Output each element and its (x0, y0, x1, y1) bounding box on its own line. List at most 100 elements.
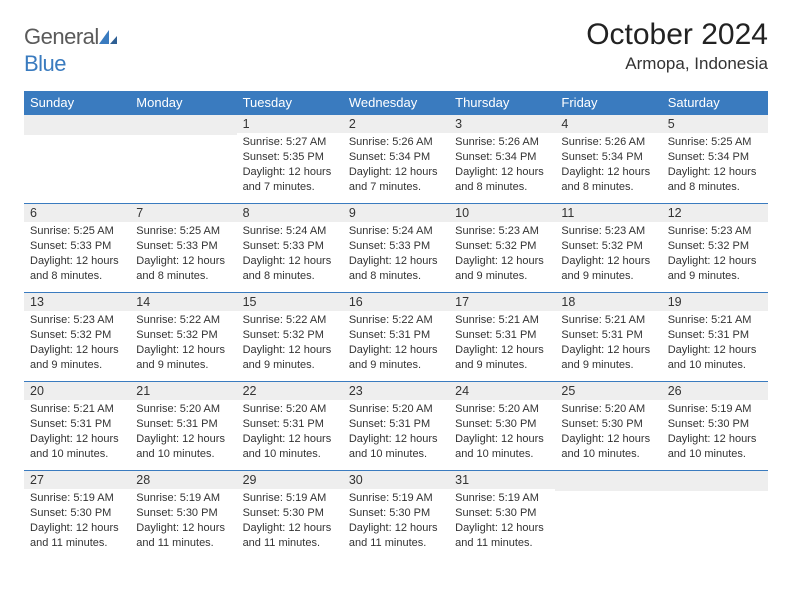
day-cell: 28Sunrise: 5:19 AMSunset: 5:30 PMDayligh… (130, 471, 236, 559)
calendar-cell: 6Sunrise: 5:25 AMSunset: 5:33 PMDaylight… (24, 204, 130, 293)
calendar-cell: 25Sunrise: 5:20 AMSunset: 5:30 PMDayligh… (555, 382, 661, 471)
daylight-line1: Daylight: 12 hours (561, 254, 655, 269)
sunrise-text: Sunrise: 5:19 AM (349, 491, 443, 506)
sunset-text: Sunset: 5:34 PM (349, 150, 443, 165)
logo-word-general: General (24, 24, 99, 49)
sunset-text: Sunset: 5:35 PM (243, 150, 337, 165)
calendar-cell: 30Sunrise: 5:19 AMSunset: 5:30 PMDayligh… (343, 471, 449, 560)
empty-daynum (24, 115, 130, 135)
calendar-cell (555, 471, 661, 560)
calendar-cell: 9Sunrise: 5:24 AMSunset: 5:33 PMDaylight… (343, 204, 449, 293)
day-cell: 29Sunrise: 5:19 AMSunset: 5:30 PMDayligh… (237, 471, 343, 559)
calendar-cell: 4Sunrise: 5:26 AMSunset: 5:34 PMDaylight… (555, 115, 661, 204)
calendar-cell: 11Sunrise: 5:23 AMSunset: 5:32 PMDayligh… (555, 204, 661, 293)
sunrise-text: Sunrise: 5:20 AM (243, 402, 337, 417)
weekday-wednesday: Wednesday (343, 91, 449, 115)
daylight-line1: Daylight: 12 hours (136, 343, 230, 358)
day-number: 25 (555, 382, 661, 400)
day-body: Sunrise: 5:20 AMSunset: 5:31 PMDaylight:… (343, 400, 449, 465)
sunrise-text: Sunrise: 5:21 AM (668, 313, 762, 328)
calendar-cell: 13Sunrise: 5:23 AMSunset: 5:32 PMDayligh… (24, 293, 130, 382)
sunset-text: Sunset: 5:31 PM (455, 328, 549, 343)
day-body: Sunrise: 5:21 AMSunset: 5:31 PMDaylight:… (449, 311, 555, 376)
calendar-cell: 1Sunrise: 5:27 AMSunset: 5:35 PMDaylight… (237, 115, 343, 204)
header: General Blue October 2024 Armopa, Indone… (24, 18, 768, 77)
daylight-line2: and 8 minutes. (561, 180, 655, 195)
daylight-line1: Daylight: 12 hours (243, 343, 337, 358)
calendar-cell: 20Sunrise: 5:21 AMSunset: 5:31 PMDayligh… (24, 382, 130, 471)
day-cell: 6Sunrise: 5:25 AMSunset: 5:33 PMDaylight… (24, 204, 130, 292)
daylight-line2: and 9 minutes. (136, 358, 230, 373)
calendar-cell: 8Sunrise: 5:24 AMSunset: 5:33 PMDaylight… (237, 204, 343, 293)
sunrise-text: Sunrise: 5:23 AM (30, 313, 124, 328)
day-cell: 2Sunrise: 5:26 AMSunset: 5:34 PMDaylight… (343, 115, 449, 203)
logo: General Blue (24, 18, 119, 77)
day-number: 13 (24, 293, 130, 311)
empty-daynum (555, 471, 661, 491)
day-body: Sunrise: 5:22 AMSunset: 5:31 PMDaylight:… (343, 311, 449, 376)
sunset-text: Sunset: 5:34 PM (561, 150, 655, 165)
day-number: 2 (343, 115, 449, 133)
daylight-line1: Daylight: 12 hours (561, 165, 655, 180)
daylight-line1: Daylight: 12 hours (243, 254, 337, 269)
sunset-text: Sunset: 5:33 PM (136, 239, 230, 254)
calendar-cell: 15Sunrise: 5:22 AMSunset: 5:32 PMDayligh… (237, 293, 343, 382)
day-number: 29 (237, 471, 343, 489)
sunrise-text: Sunrise: 5:25 AM (668, 135, 762, 150)
day-number: 14 (130, 293, 236, 311)
day-body: Sunrise: 5:20 AMSunset: 5:31 PMDaylight:… (237, 400, 343, 465)
day-body: Sunrise: 5:20 AMSunset: 5:31 PMDaylight:… (130, 400, 236, 465)
daylight-line2: and 11 minutes. (349, 536, 443, 551)
sunset-text: Sunset: 5:31 PM (668, 328, 762, 343)
calendar-row: 20Sunrise: 5:21 AMSunset: 5:31 PMDayligh… (24, 382, 768, 471)
day-number: 18 (555, 293, 661, 311)
day-cell: 27Sunrise: 5:19 AMSunset: 5:30 PMDayligh… (24, 471, 130, 559)
day-cell: 10Sunrise: 5:23 AMSunset: 5:32 PMDayligh… (449, 204, 555, 292)
sunrise-text: Sunrise: 5:26 AM (561, 135, 655, 150)
day-body: Sunrise: 5:23 AMSunset: 5:32 PMDaylight:… (449, 222, 555, 287)
sunrise-text: Sunrise: 5:19 AM (30, 491, 124, 506)
daylight-line2: and 7 minutes. (243, 180, 337, 195)
empty-daynum (130, 115, 236, 135)
day-number: 11 (555, 204, 661, 222)
logo-word-blue: Blue (24, 51, 66, 76)
sunset-text: Sunset: 5:31 PM (561, 328, 655, 343)
sunrise-text: Sunrise: 5:26 AM (455, 135, 549, 150)
daylight-line2: and 7 minutes. (349, 180, 443, 195)
logo-text: General Blue (24, 24, 119, 77)
daylight-line2: and 10 minutes. (561, 447, 655, 462)
day-body: Sunrise: 5:19 AMSunset: 5:30 PMDaylight:… (343, 489, 449, 554)
sunset-text: Sunset: 5:34 PM (455, 150, 549, 165)
sunrise-text: Sunrise: 5:19 AM (243, 491, 337, 506)
calendar-head: Sunday Monday Tuesday Wednesday Thursday… (24, 91, 768, 115)
day-cell: 3Sunrise: 5:26 AMSunset: 5:34 PMDaylight… (449, 115, 555, 203)
daylight-line1: Daylight: 12 hours (455, 432, 549, 447)
day-body: Sunrise: 5:19 AMSunset: 5:30 PMDaylight:… (130, 489, 236, 554)
day-number: 6 (24, 204, 130, 222)
day-body: Sunrise: 5:25 AMSunset: 5:34 PMDaylight:… (662, 133, 768, 198)
empty-cell (555, 471, 661, 559)
daylight-line1: Daylight: 12 hours (668, 165, 762, 180)
daylight-line1: Daylight: 12 hours (668, 254, 762, 269)
empty-cell (24, 115, 130, 203)
day-cell: 30Sunrise: 5:19 AMSunset: 5:30 PMDayligh… (343, 471, 449, 559)
day-body: Sunrise: 5:26 AMSunset: 5:34 PMDaylight:… (555, 133, 661, 198)
calendar-cell (24, 115, 130, 204)
calendar-cell: 22Sunrise: 5:20 AMSunset: 5:31 PMDayligh… (237, 382, 343, 471)
day-cell: 9Sunrise: 5:24 AMSunset: 5:33 PMDaylight… (343, 204, 449, 292)
daylight-line2: and 8 minutes. (668, 180, 762, 195)
sunrise-text: Sunrise: 5:20 AM (349, 402, 443, 417)
empty-daynum (662, 471, 768, 491)
calendar-cell: 23Sunrise: 5:20 AMSunset: 5:31 PMDayligh… (343, 382, 449, 471)
day-body: Sunrise: 5:21 AMSunset: 5:31 PMDaylight:… (24, 400, 130, 465)
weekday-monday: Monday (130, 91, 236, 115)
daylight-line2: and 8 minutes. (455, 180, 549, 195)
calendar-cell: 18Sunrise: 5:21 AMSunset: 5:31 PMDayligh… (555, 293, 661, 382)
day-body: Sunrise: 5:26 AMSunset: 5:34 PMDaylight:… (343, 133, 449, 198)
day-body: Sunrise: 5:19 AMSunset: 5:30 PMDaylight:… (662, 400, 768, 465)
day-number: 28 (130, 471, 236, 489)
day-number: 22 (237, 382, 343, 400)
day-cell: 31Sunrise: 5:19 AMSunset: 5:30 PMDayligh… (449, 471, 555, 559)
title-block: October 2024 Armopa, Indonesia (586, 18, 768, 74)
daylight-line1: Daylight: 12 hours (30, 254, 124, 269)
